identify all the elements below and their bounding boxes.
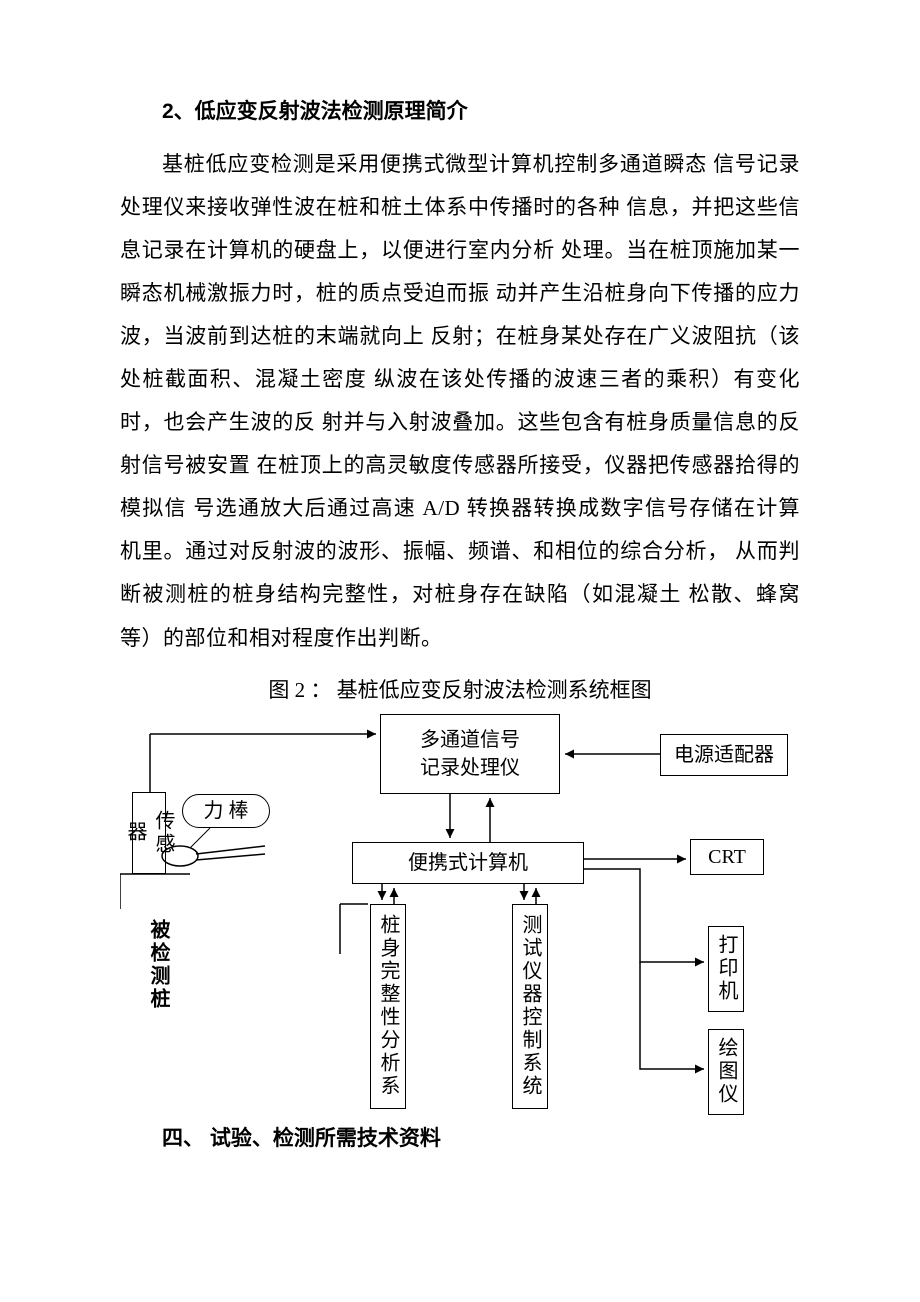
node-printer: 打印机 [708,926,744,1012]
node-label: 传感器 [121,799,177,867]
node-label: CRT [708,843,746,871]
node-label: 打印机 [712,934,740,1003]
node-label: 多通道信号 [420,726,520,754]
node-rod: 力 棒 [182,794,270,828]
node-plotter: 绘图仪 [708,1029,744,1115]
section-heading: 2、低应变反射波法检测原理简介 [162,95,800,125]
figure-caption: 图 2 ： 基桩低应变反射波法检测系统框图 [120,674,800,704]
page: 2、低应变反射波法检测原理简介 基桩低应变检测是采用便携式微型计算机控制多通道瞬… [0,0,920,1302]
section-heading-4: 四、 试验、检测所需技术资料 [162,1122,800,1152]
node-label: 被检测桩 [147,919,169,1011]
node-label: 电源适配器 [674,741,774,769]
node-power-adapter: 电源适配器 [660,734,788,776]
node-analysis: 桩身完整性分析系 [370,904,406,1109]
node-control: 测试仪器控制系统 [512,904,548,1109]
node-crt: CRT [690,839,764,875]
node-computer: 便携式计算机 [352,842,584,884]
node-label: 绘图仪 [712,1037,740,1106]
node-signal-processor: 多通道信号 记录处理仪 [380,714,560,794]
body-paragraph: 基桩低应变检测是采用便携式微型计算机控制多通道瞬态 信号记录处理仪来接收弹性波在… [120,143,800,660]
node-label: 测试仪器控制系统 [516,914,544,1098]
node-sensor: 传感器 [132,792,166,874]
node-label: 便携式计算机 [408,849,528,877]
label-pile-tested: 被检测桩 [144,919,173,1011]
node-label: 桩身完整性分析系 [374,914,402,1098]
node-label: 力 棒 [204,797,249,825]
node-label: 记录处理仪 [420,754,520,782]
system-diagram: 多通道信号 记录处理仪 电源适配器 传感器 力 棒 便携式计算机 CRT 被检测… [120,714,800,1114]
